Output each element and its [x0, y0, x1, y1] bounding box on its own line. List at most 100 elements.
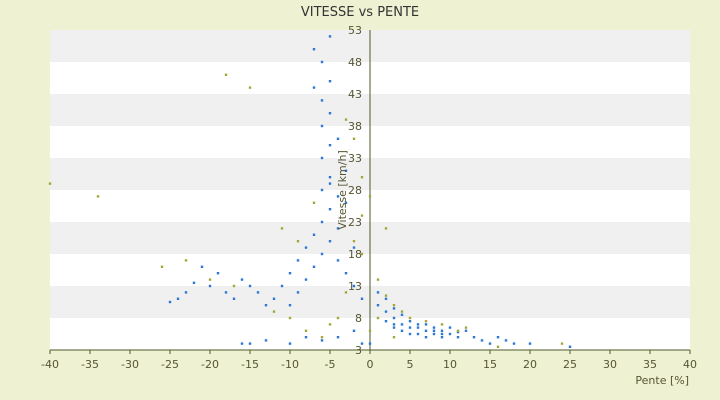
data-point	[408, 332, 412, 336]
data-point	[336, 336, 340, 339]
data-point-secondary	[48, 182, 52, 185]
data-point	[424, 336, 428, 339]
data-point	[472, 336, 476, 339]
data-point-secondary	[344, 118, 348, 121]
y-tick-label: 18	[348, 248, 362, 261]
data-point	[488, 342, 492, 345]
x-tick-label: 35	[643, 358, 657, 371]
x-tick-label: 15	[483, 358, 497, 371]
data-point-secondary	[352, 240, 356, 243]
data-point-secondary	[160, 265, 164, 268]
data-point	[352, 246, 356, 249]
data-point	[392, 323, 396, 326]
x-tick-labels: -40 -35 -30 -25 -20 -15 -10 -5 0 5 10 15 20 25 30 35 40	[41, 350, 697, 371]
x-tick-label: 25	[563, 358, 577, 371]
x-tick-label: -15	[241, 358, 259, 371]
x-tick-label: 5	[407, 358, 414, 371]
data-point-secondary	[496, 345, 500, 348]
x-tick-label: 40	[683, 358, 697, 371]
data-point	[328, 144, 332, 147]
data-point	[320, 99, 324, 102]
data-point-secondary	[376, 316, 380, 320]
y-axis-label: Vitesse [km/h]	[336, 150, 349, 230]
data-point	[320, 339, 324, 342]
y-tick-label: 48	[348, 56, 362, 69]
data-point	[328, 80, 332, 83]
x-tick-label: 30	[603, 358, 617, 371]
data-point	[296, 291, 300, 294]
data-point	[200, 265, 204, 268]
data-point	[312, 233, 316, 236]
data-point	[400, 313, 404, 316]
data-point-secondary	[208, 278, 212, 281]
data-point-secondary	[368, 329, 372, 332]
data-point	[312, 48, 316, 51]
data-point	[336, 137, 340, 140]
data-point	[312, 86, 316, 89]
y-tick-label: 8	[355, 312, 362, 325]
x-axis-label: Pente [%]	[635, 374, 689, 387]
data-point	[184, 291, 188, 294]
data-point	[328, 182, 332, 185]
data-point	[416, 326, 420, 329]
data-point	[288, 342, 292, 345]
data-point-secondary	[312, 201, 316, 204]
data-point	[400, 323, 404, 326]
data-point-secondary	[392, 304, 396, 307]
data-point-secondary	[296, 240, 300, 243]
data-point-secondary	[288, 316, 292, 320]
x-tick-label: 0	[367, 358, 374, 371]
data-point	[360, 342, 364, 345]
data-point-secondary	[368, 195, 372, 198]
data-point-secondary	[320, 336, 324, 339]
x-tick-label: -5	[325, 358, 336, 371]
data-point-secondary	[384, 294, 388, 297]
data-point-secondary	[392, 336, 396, 339]
data-point	[344, 169, 348, 172]
data-point	[248, 342, 252, 345]
data-point-secondary	[224, 73, 228, 76]
data-point	[288, 304, 292, 307]
data-point	[464, 329, 468, 332]
data-point	[432, 332, 436, 336]
data-point-secondary	[328, 323, 332, 326]
data-point-secondary	[184, 259, 188, 262]
y-tick-labels: 38131823283338434853	[348, 24, 362, 357]
data-point-secondary	[440, 323, 444, 326]
data-point	[512, 342, 516, 345]
data-point	[416, 332, 420, 336]
data-point-secondary	[304, 329, 308, 332]
data-point	[336, 195, 340, 198]
data-point-secondary	[344, 291, 348, 294]
data-point	[448, 326, 452, 329]
data-point-secondary	[424, 320, 428, 323]
chart-title: VITESSE vs PENTE	[301, 5, 419, 20]
data-point	[320, 252, 324, 256]
data-point	[456, 336, 460, 339]
data-point-secondary	[336, 316, 340, 320]
data-point	[384, 320, 388, 323]
data-point	[328, 240, 332, 243]
data-point	[312, 265, 316, 268]
data-point-secondary	[360, 176, 364, 179]
data-point	[208, 284, 212, 288]
data-point	[408, 320, 412, 323]
data-point	[176, 297, 180, 300]
data-point	[248, 284, 252, 288]
data-point	[264, 339, 268, 342]
data-point	[224, 291, 228, 294]
y-tick-label: 43	[348, 88, 362, 101]
data-point	[328, 208, 332, 211]
y-tick-label: 53	[348, 24, 362, 37]
data-point	[440, 336, 444, 339]
data-point	[384, 310, 388, 313]
data-point	[480, 339, 484, 342]
data-point	[320, 60, 324, 64]
data-point	[384, 297, 388, 300]
data-point	[272, 297, 276, 300]
data-point-secondary	[400, 310, 404, 313]
y-tick-label: 3	[355, 344, 362, 357]
data-point-secondary	[280, 227, 284, 230]
